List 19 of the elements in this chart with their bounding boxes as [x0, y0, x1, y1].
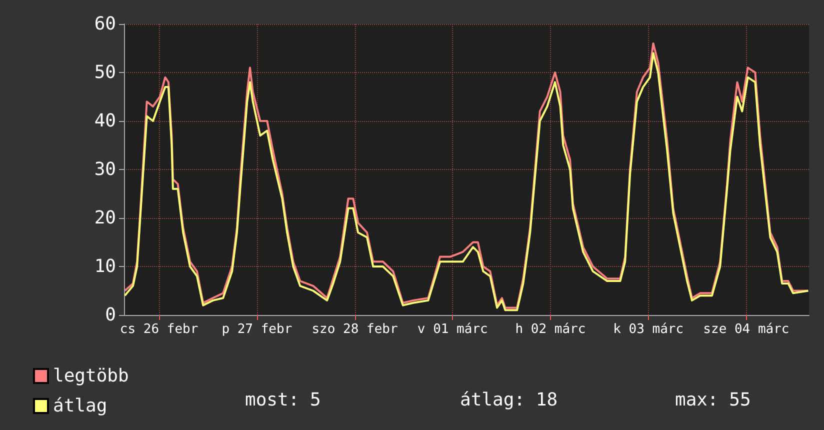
x-tick-label: p 27 febr	[222, 322, 292, 337]
text: most: 5	[245, 390, 321, 410]
text: max: 55	[675, 390, 751, 410]
y-tick-label: 60	[94, 14, 116, 34]
y-tick-label: 30	[94, 159, 116, 180]
x-tick-label: cs 26 febr	[120, 322, 198, 337]
x-tick-label: sze 04 márc	[703, 322, 790, 337]
text: átlag: 18	[460, 390, 558, 410]
x-tick-label: v 01 márc	[417, 322, 488, 337]
legend-label: átlag	[53, 396, 108, 416]
x-tick-label: h 02 márc	[515, 322, 586, 337]
y-tick-label: 0	[105, 304, 116, 326]
y-tick-label: 20	[94, 208, 116, 228]
y-tick-label: 40	[94, 110, 116, 132]
y-tick-label: 10	[94, 256, 116, 277]
legend-label: legtöbb	[53, 366, 129, 386]
x-tick-label: szo 28 febr	[312, 322, 398, 337]
x-tick-label: k 03 márc	[613, 322, 684, 337]
y-tick-label: 50	[94, 62, 116, 83]
